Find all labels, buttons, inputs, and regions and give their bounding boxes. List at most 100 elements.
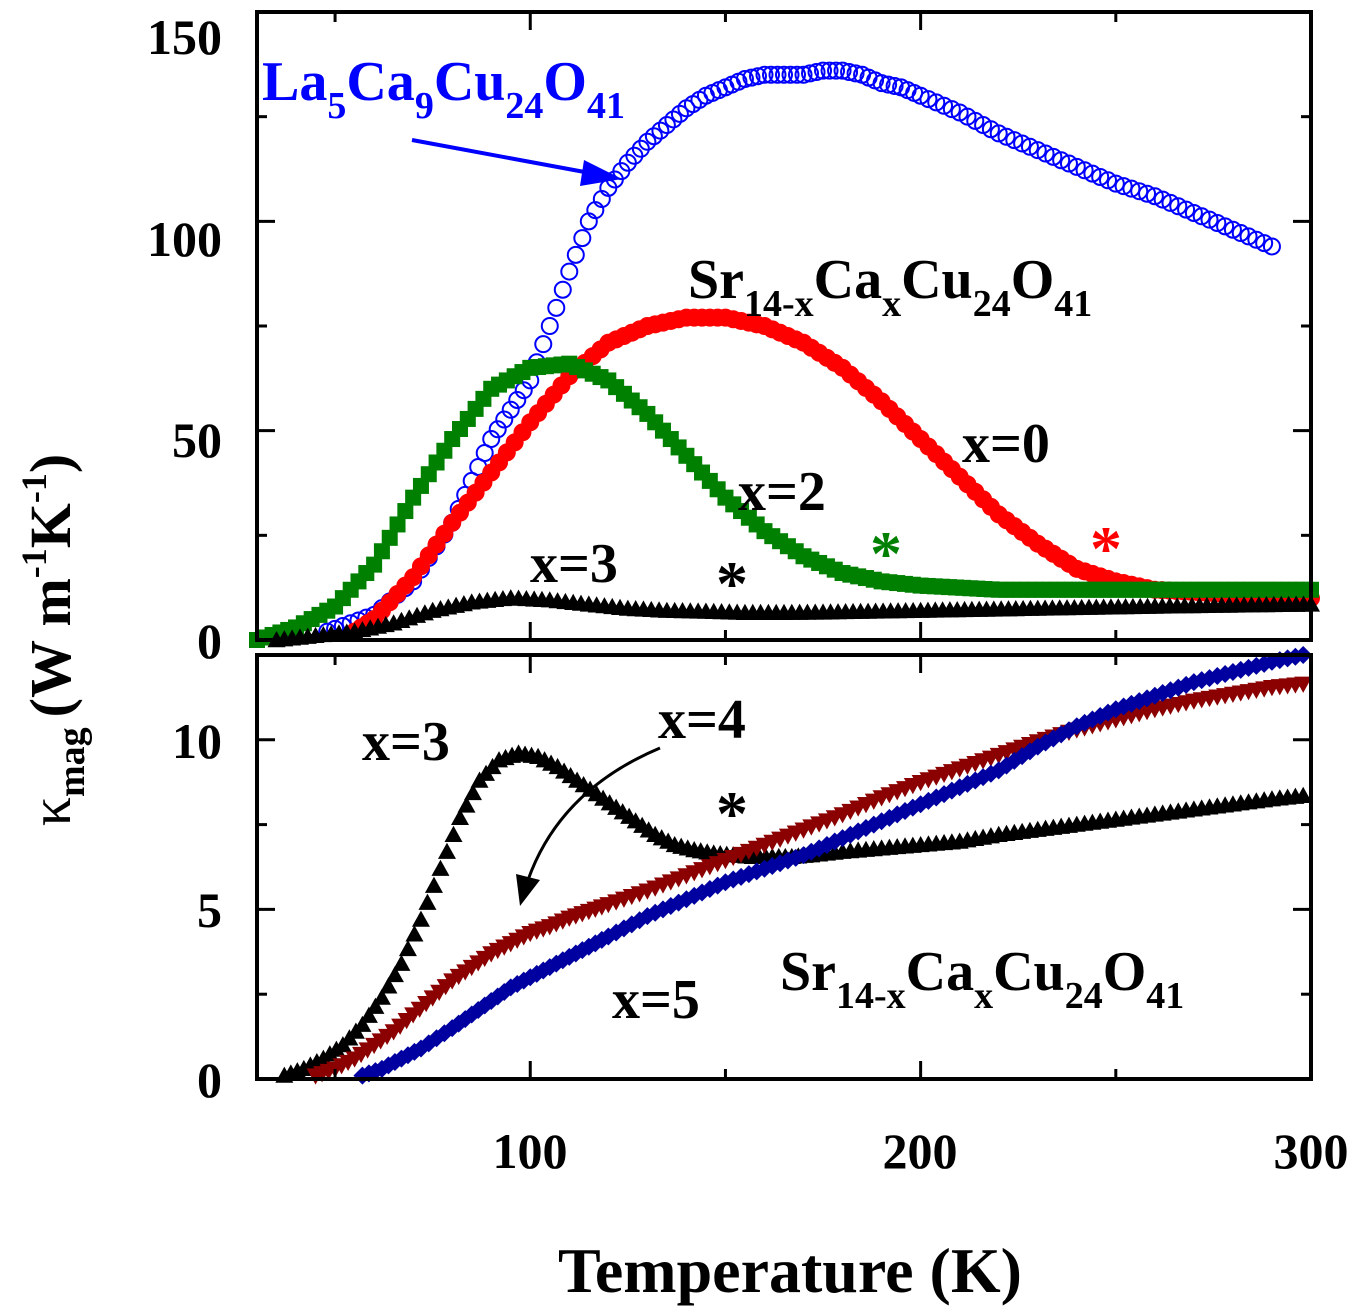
data-point <box>644 127 663 146</box>
data-point <box>781 65 800 84</box>
series-x-3 <box>275 744 1313 1083</box>
data-point <box>1231 224 1250 243</box>
kappa-symbol: κ <box>18 797 83 826</box>
y-axis-label: κmag(W m-1K-1) <box>14 454 93 826</box>
kappa-subscript: mag <box>51 727 93 797</box>
data-point <box>748 67 767 86</box>
data-point <box>1200 210 1219 229</box>
data-point <box>670 104 689 123</box>
xtick-label: 200 <box>883 1123 958 1179</box>
x-axis-label: Temperature (K) <box>558 1235 1022 1306</box>
data-point <box>872 74 891 93</box>
unit-open: (W m <box>18 578 83 717</box>
data-point <box>359 1006 378 1023</box>
data-point <box>657 116 676 135</box>
series-x-3 <box>267 589 1320 648</box>
data-point <box>1052 151 1071 170</box>
data-point <box>385 965 404 983</box>
unit-k: K <box>18 503 83 548</box>
data-point <box>424 876 443 893</box>
data-point <box>1059 154 1078 173</box>
data-point <box>833 61 852 80</box>
data-point <box>392 954 411 971</box>
data-point <box>1114 177 1133 196</box>
top-ytick-label: 100 <box>147 211 222 267</box>
data-point <box>1184 203 1203 222</box>
bottom-ytick-label: 0 <box>197 1052 222 1108</box>
data-point <box>1223 220 1242 239</box>
data-point <box>1013 747 1032 766</box>
data-point <box>775 65 793 84</box>
x2-star: * <box>870 518 902 589</box>
data-point <box>638 132 657 151</box>
data-point <box>879 75 898 94</box>
data-point <box>534 335 553 354</box>
data-point <box>464 783 483 801</box>
data-point <box>807 63 826 82</box>
data-point <box>482 430 501 449</box>
data-point <box>664 110 683 129</box>
data-point <box>846 64 865 83</box>
data-point <box>1020 137 1039 156</box>
data-point <box>379 977 398 994</box>
data-point <box>547 298 566 317</box>
data-point <box>935 96 954 115</box>
bottom-panel-frame <box>255 653 1313 1081</box>
data-point <box>1044 147 1063 166</box>
data-point <box>508 390 527 409</box>
data-point <box>1013 134 1032 153</box>
data-point <box>1005 131 1024 150</box>
data-point <box>1262 237 1281 256</box>
data-point <box>927 93 946 112</box>
data-point <box>514 381 533 400</box>
bottom-ytick-label: 5 <box>197 882 222 938</box>
unit-exp-1: -1 <box>14 548 54 578</box>
data-point <box>540 317 559 335</box>
data-point <box>885 76 904 95</box>
data-point <box>768 65 787 84</box>
x0-label: x=0 <box>962 413 1050 475</box>
data-point <box>553 280 572 299</box>
x2-label: x=2 <box>738 461 826 523</box>
data-point <box>1294 676 1313 693</box>
data-point <box>411 910 430 927</box>
data-point <box>997 127 1016 146</box>
data-point <box>1192 207 1211 226</box>
data-point <box>989 124 1008 143</box>
data-point <box>814 61 833 80</box>
data-point <box>1153 190 1172 209</box>
x3-star-top: * <box>716 548 748 619</box>
data-point <box>398 939 417 957</box>
x0-star: * <box>1090 513 1122 584</box>
data-point <box>501 400 520 419</box>
data-point <box>457 796 476 813</box>
data-point <box>1075 161 1094 180</box>
series-x-5 <box>353 646 1313 1085</box>
x4-label: x=4 <box>658 689 746 751</box>
bottom-ytick-label: 10 <box>172 713 222 769</box>
data-point <box>1122 179 1141 198</box>
top-ytick-label: 150 <box>147 9 222 65</box>
data-point <box>1091 167 1110 186</box>
bottom-formula-label: Sr14-xCaxCu24O41 <box>780 941 1184 1017</box>
la-arrow <box>411 138 622 186</box>
data-point <box>840 63 859 82</box>
data-point <box>742 68 761 87</box>
data-point <box>911 86 930 105</box>
xtick-label: 300 <box>1274 1123 1349 1179</box>
data-point <box>444 825 463 842</box>
data-point <box>1138 184 1157 203</box>
data-point <box>373 543 390 560</box>
unit-close: ) <box>18 454 83 473</box>
data-point <box>450 808 469 826</box>
data-point <box>566 245 585 264</box>
data-point <box>1083 164 1102 183</box>
data-point <box>488 420 507 439</box>
data-point <box>1036 144 1055 163</box>
data-point <box>1216 217 1235 236</box>
data-point <box>431 859 450 876</box>
data-point <box>942 100 961 119</box>
data-point <box>560 262 579 281</box>
data-point <box>389 516 406 533</box>
